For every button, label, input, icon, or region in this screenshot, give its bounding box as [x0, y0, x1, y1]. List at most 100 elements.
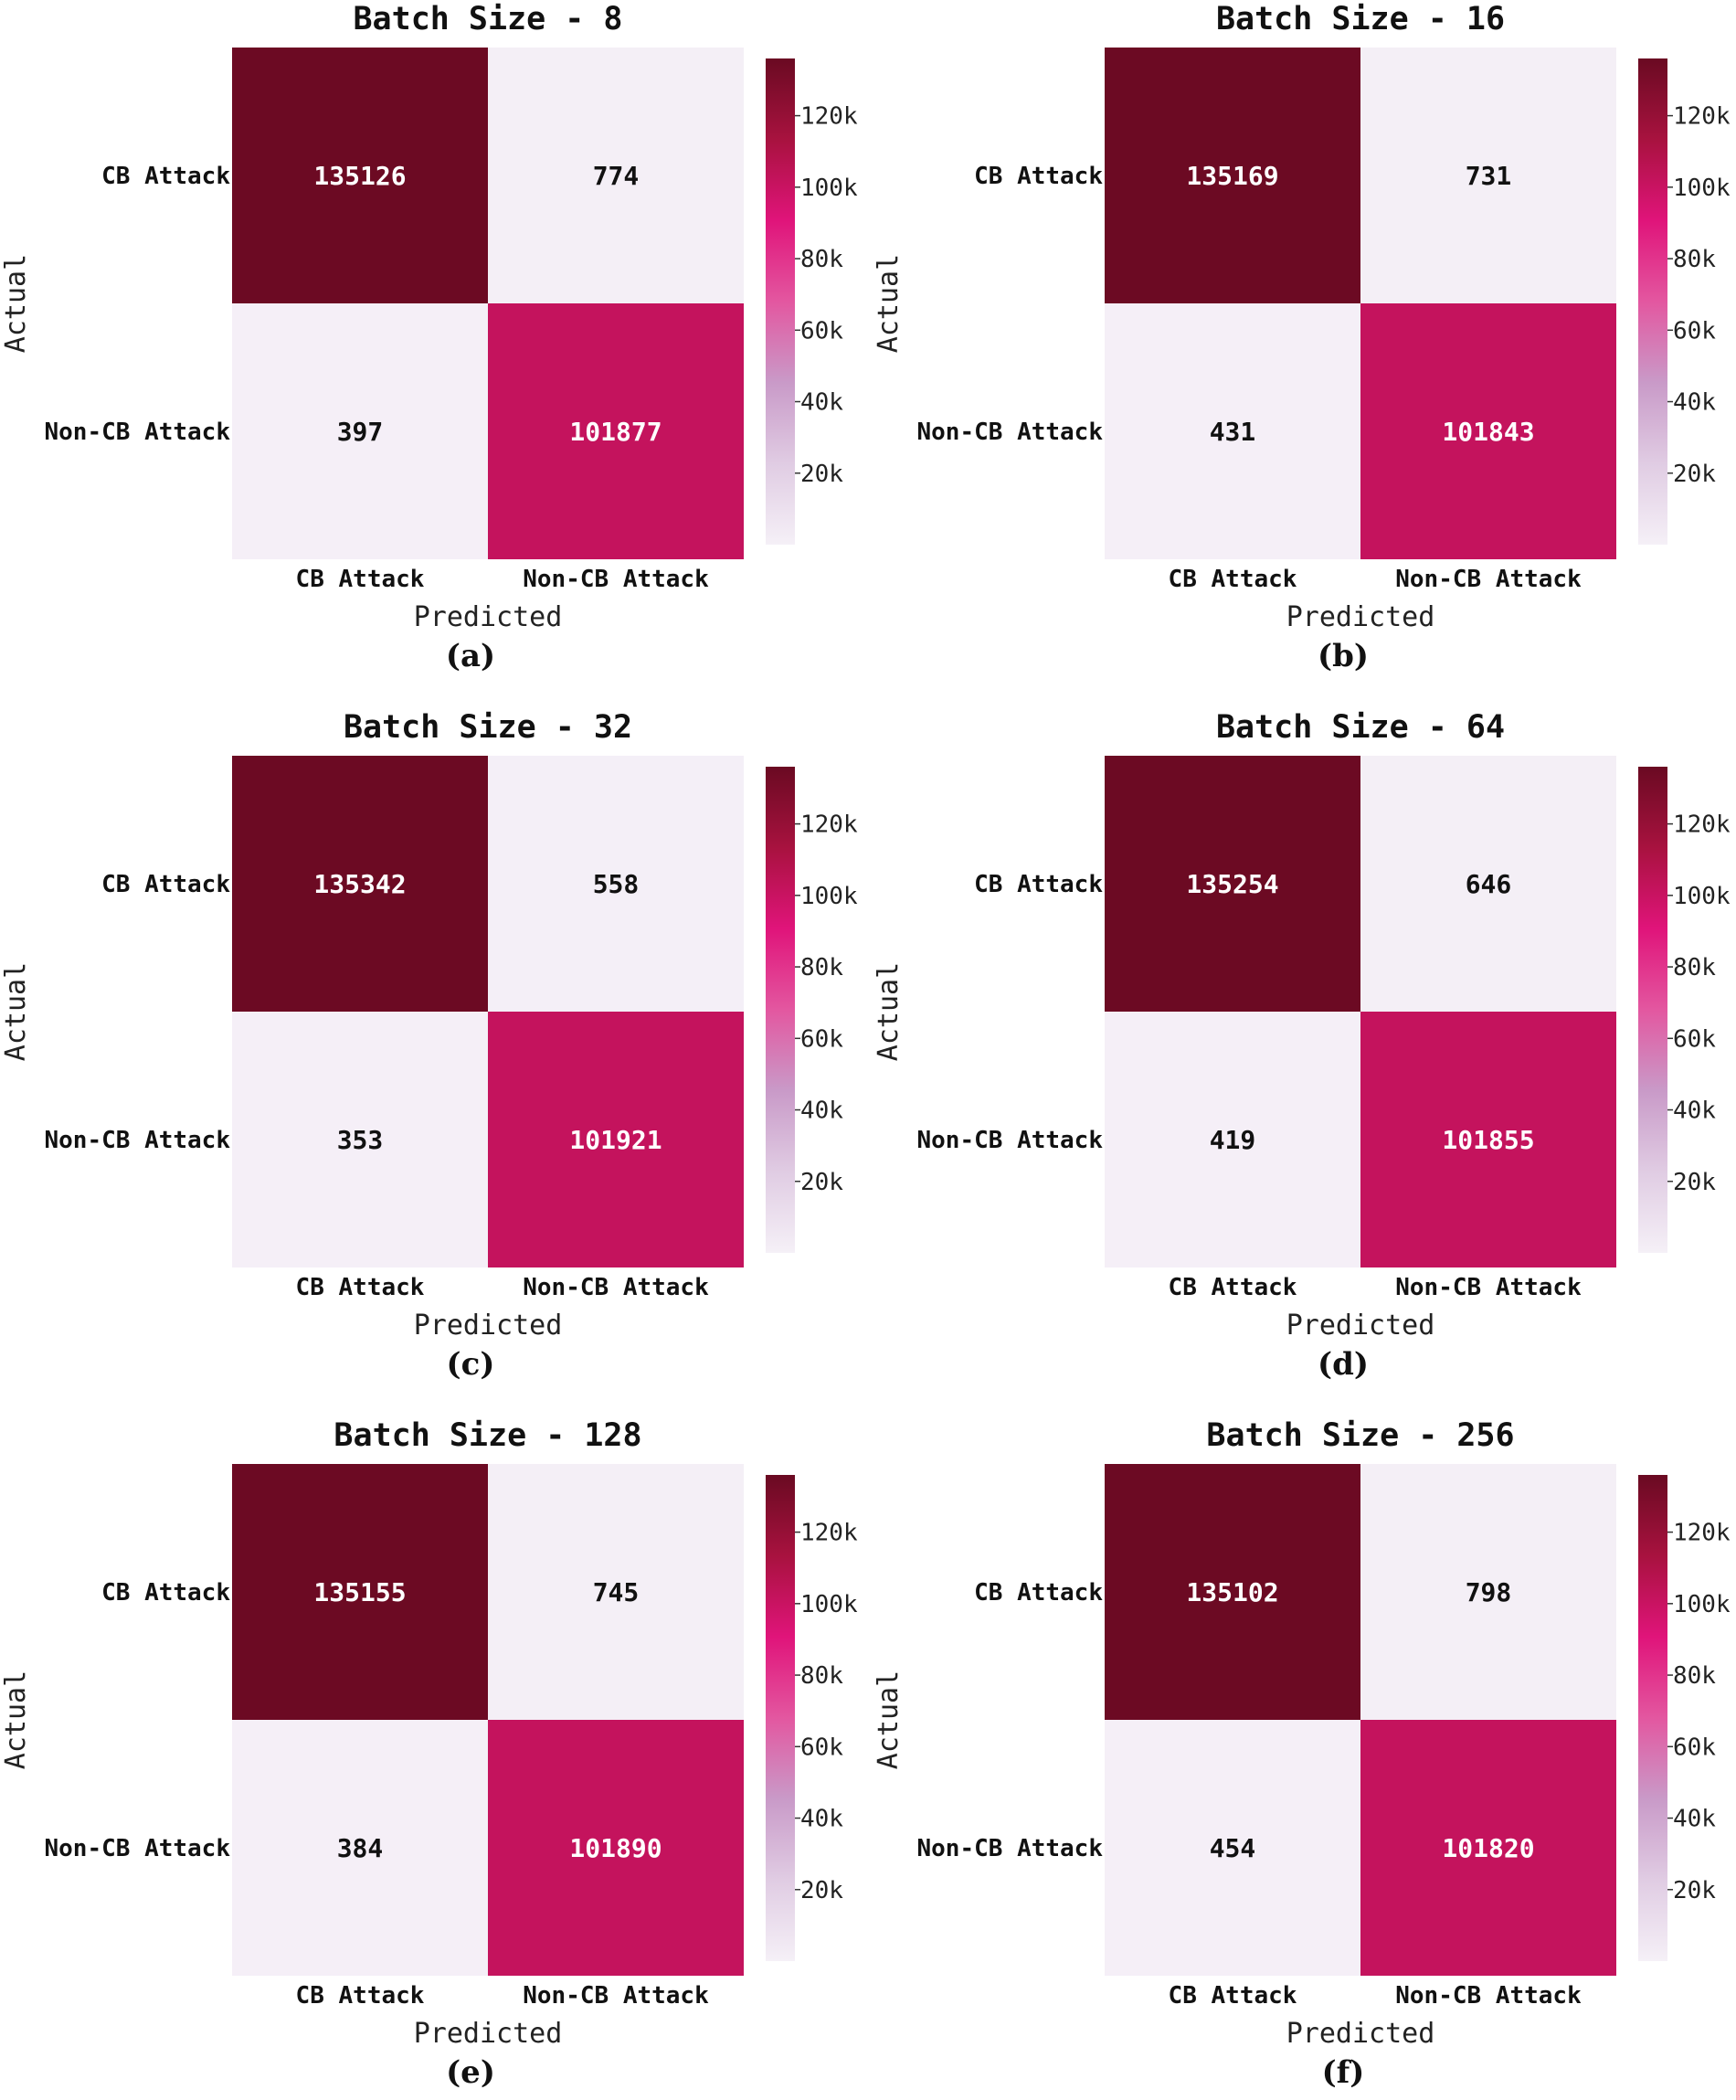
- cell-value: 454: [1210, 1833, 1256, 1863]
- heatmap-cell-r0-c0: [232, 1464, 488, 1720]
- colorbar-tick-label: 100k: [1673, 1591, 1731, 1618]
- y-tick-label: CB Attack: [101, 1579, 230, 1607]
- colorbar-tick-label: 20k: [1673, 1877, 1716, 1904]
- y-axis-label: Actual: [873, 1670, 905, 1769]
- colorbar-tick-label: 100k: [800, 175, 858, 202]
- colorbar-tick-label: 120k: [800, 811, 858, 839]
- colorbar-tick-label: 120k: [1673, 1520, 1731, 1547]
- heatmap-cell-r0-c1: [488, 756, 744, 1012]
- cell-value: 745: [593, 1577, 640, 1607]
- heatmap-cell-r1-c0: [232, 303, 488, 559]
- heatmap-cell-r1-c1: [1360, 303, 1616, 559]
- panel-caption: (c): [447, 1346, 495, 1383]
- panel-title: Batch Size - 16: [1216, 1, 1505, 37]
- colorbar: [766, 1475, 795, 1961]
- y-tick-label: Non-CB Attack: [917, 1127, 1104, 1154]
- colorbar-tick-label: 40k: [1673, 1098, 1716, 1125]
- panel-caption: (a): [446, 638, 495, 674]
- x-tick-label: Non-CB Attack: [523, 1982, 709, 2010]
- heatmap-panel-6: Batch Size - 256 135102 798 454 101820 CB Att…: [873, 1417, 1731, 2091]
- x-tick-label: Non-CB Attack: [523, 566, 709, 593]
- cell-value: 384: [337, 1833, 384, 1863]
- y-tick-label: Non-CB Attack: [45, 1127, 231, 1154]
- colorbar-tick-label: 60k: [1673, 1025, 1716, 1053]
- cell-value: 101855: [1442, 1125, 1534, 1155]
- heatmap-cell-r1-c0: [232, 1720, 488, 1976]
- colorbar-tick-label: 60k: [800, 1734, 843, 1761]
- heatmap-cell-r0-c0: [232, 756, 488, 1012]
- x-tick-label: CB Attack: [296, 566, 425, 593]
- colorbar-tick-label: 80k: [800, 246, 843, 273]
- colorbar: [766, 767, 795, 1253]
- y-axis-label: Actual: [0, 1670, 32, 1769]
- heatmap-cell-r1-c0: [1105, 1012, 1360, 1267]
- heatmap-cell-r1-c1: [488, 303, 744, 559]
- colorbar-tick-label: 100k: [1673, 175, 1731, 202]
- cell-value: 798: [1466, 1577, 1512, 1607]
- heatmap-cell-r0-c0: [1105, 756, 1360, 1012]
- x-tick-label: Non-CB Attack: [1395, 1982, 1582, 2010]
- cell-value: 353: [337, 1125, 384, 1155]
- heatmap-panel-5: Batch Size - 128 135155 745 384 101890 CB Att…: [0, 1417, 858, 2091]
- colorbar-tick-label: 120k: [1673, 103, 1731, 131]
- colorbar-tick-label: 20k: [800, 461, 843, 488]
- colorbar-tick-label: 120k: [800, 103, 858, 131]
- heatmap-cell-r1-c0: [1105, 303, 1360, 559]
- panel-caption: (d): [1318, 1346, 1369, 1383]
- cell-value: 135155: [313, 1577, 406, 1607]
- x-axis-label: Predicted: [414, 1310, 563, 1342]
- colorbar-tick-label: 80k: [1673, 954, 1716, 981]
- panel-title: Batch Size - 256: [1206, 1417, 1514, 1454]
- y-tick-label: Non-CB Attack: [45, 419, 231, 446]
- y-axis-label: Actual: [873, 254, 905, 353]
- cell-value: 646: [1466, 869, 1512, 899]
- heatmap-cell-r0-c0: [1105, 1464, 1360, 1720]
- colorbar-tick-label: 100k: [800, 883, 858, 910]
- cell-value: 101890: [569, 1833, 662, 1863]
- colorbar: [1638, 1475, 1667, 1961]
- cell-value: 135126: [313, 161, 406, 191]
- colorbar-tick-label: 60k: [1673, 317, 1716, 345]
- heatmap-cell-r1-c0: [1105, 1720, 1360, 1976]
- colorbar-tick-label: 100k: [800, 1591, 858, 1618]
- heatmap-cell-r1-c1: [1360, 1720, 1616, 1976]
- x-tick-label: CB Attack: [1169, 1274, 1297, 1301]
- colorbar-tick-label: 80k: [1673, 1662, 1716, 1690]
- heatmap-cell-r1-c1: [1360, 1012, 1616, 1267]
- y-tick-label: CB Attack: [974, 163, 1103, 190]
- heatmap-cell-r0-c1: [1360, 756, 1616, 1012]
- cell-value: 135102: [1186, 1577, 1278, 1607]
- heatmap-panel-2: Batch Size - 16 135169 731 431 101843 CB Atta…: [873, 1, 1731, 674]
- y-axis-label: Actual: [0, 254, 32, 353]
- heatmap-cell-r0-c0: [1105, 48, 1360, 303]
- cell-value: 135169: [1186, 161, 1278, 191]
- colorbar-tick-label: 20k: [1673, 461, 1716, 488]
- x-tick-label: Non-CB Attack: [523, 1274, 709, 1301]
- colorbar-tick-label: 40k: [800, 1806, 843, 1833]
- colorbar-tick-label: 40k: [1673, 1806, 1716, 1833]
- heatmap-cell-r0-c1: [1360, 1464, 1616, 1720]
- panel-title: Batch Size - 64: [1216, 709, 1505, 746]
- panel-title: Batch Size - 8: [353, 1, 622, 37]
- cell-value: 558: [593, 869, 640, 899]
- panel-caption: (b): [1318, 638, 1369, 674]
- heatmap-cell-r0-c1: [488, 1464, 744, 1720]
- heatmap-cell-r0-c1: [488, 48, 744, 303]
- heatmap-cell-r0-c1: [1360, 48, 1616, 303]
- heatmap-cell-r1-c1: [488, 1012, 744, 1267]
- y-tick-label: Non-CB Attack: [917, 1835, 1104, 1862]
- cell-value: 101843: [1442, 417, 1534, 447]
- x-tick-label: CB Attack: [1169, 566, 1297, 593]
- colorbar-tick-label: 120k: [800, 1520, 858, 1547]
- colorbar-tick-label: 80k: [800, 1662, 843, 1690]
- x-tick-label: CB Attack: [1169, 1982, 1297, 2010]
- heatmap-cell-r1-c1: [488, 1720, 744, 1976]
- colorbar-tick-label: 20k: [800, 1877, 843, 1904]
- x-axis-label: Predicted: [1286, 1310, 1435, 1342]
- panel-title: Batch Size - 128: [333, 1417, 641, 1454]
- x-axis-label: Predicted: [414, 2018, 563, 2050]
- y-axis-label: Actual: [0, 962, 32, 1061]
- heatmap-cell-r1-c0: [232, 1012, 488, 1267]
